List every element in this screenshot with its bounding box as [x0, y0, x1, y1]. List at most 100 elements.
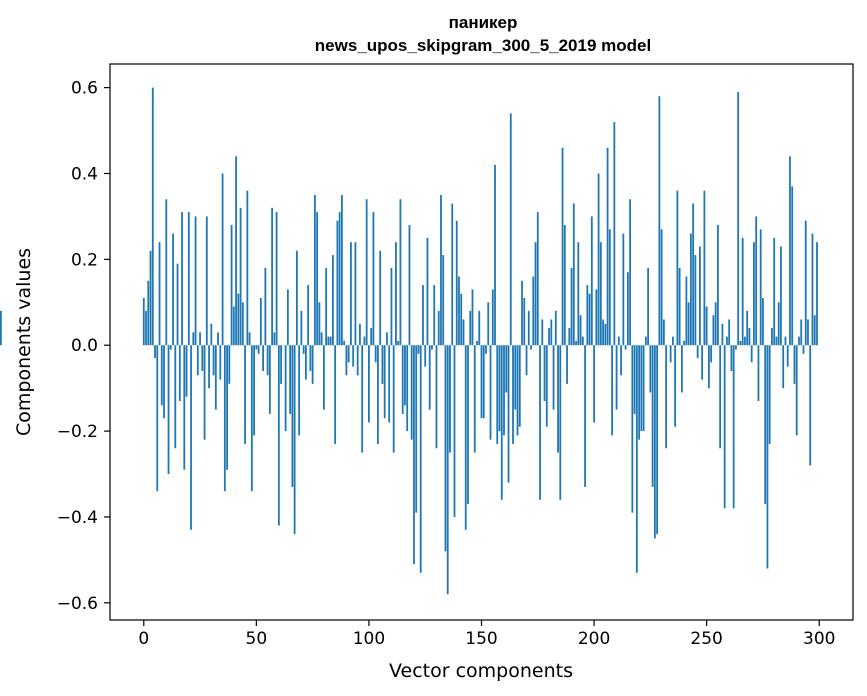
bar-148 — [476, 340, 478, 346]
bar-63 — [284, 345, 287, 432]
bar-70 — [300, 310, 303, 346]
y-axis-label: Components values — [13, 248, 35, 436]
bar-180 — [548, 328, 550, 346]
bar-55 — [266, 345, 269, 376]
bar-114 — [399, 199, 402, 346]
bar-259 — [726, 336, 728, 346]
bar-49 — [253, 345, 255, 436]
bar-295 — [807, 319, 809, 346]
bar-154 — [489, 345, 492, 440]
bar-116 — [404, 345, 406, 406]
bar-149 — [478, 310, 481, 346]
x-tick-label: 150 — [465, 629, 497, 649]
bar-159 — [500, 345, 503, 500]
bar-186 — [561, 147, 564, 346]
bar-167 — [518, 345, 521, 427]
bar-207 — [608, 229, 611, 346]
bar-170 — [525, 345, 528, 376]
bar-82 — [327, 336, 330, 346]
bar-110 — [390, 267, 393, 346]
bar-146 — [471, 289, 474, 346]
bar-279 — [771, 328, 773, 346]
bar-115 — [401, 345, 404, 414]
bar-121 — [415, 345, 418, 513]
bar-57 — [271, 207, 274, 346]
bar-66 — [291, 345, 294, 487]
bar-285 — [784, 336, 787, 346]
bar-225 — [649, 345, 652, 393]
bar-230 — [660, 229, 663, 346]
bar-54 — [264, 267, 267, 346]
bar-269 — [748, 328, 751, 346]
bar-201 — [595, 289, 598, 346]
bar-158 — [498, 345, 501, 432]
bar-61 — [280, 345, 283, 384]
bar-102 — [372, 212, 375, 346]
bar-123 — [419, 345, 422, 573]
bar-206 — [606, 147, 609, 346]
bar-286 — [786, 345, 789, 367]
bar-195 — [581, 336, 584, 346]
bar-151 — [482, 345, 485, 419]
bar-178 — [543, 345, 546, 402]
bar-84 — [332, 255, 334, 346]
bar-74 — [309, 345, 312, 371]
bar-75 — [311, 345, 314, 384]
bar-90 — [345, 345, 348, 376]
bar-190 — [570, 267, 573, 346]
bar-194 — [579, 315, 582, 346]
bar-2 — [147, 280, 150, 346]
bar-266 — [741, 237, 744, 346]
bar-219 — [635, 345, 638, 573]
bar-287 — [789, 156, 791, 346]
bar-275 — [762, 297, 764, 346]
chart-title: паникер — [449, 13, 518, 32]
bar-193 — [577, 242, 580, 346]
bar-32 — [214, 345, 217, 410]
bar-142 — [462, 319, 465, 346]
bar-4 — [151, 87, 154, 346]
bar-215 — [626, 272, 629, 346]
bar-161 — [505, 345, 508, 393]
bar-10 — [165, 199, 168, 346]
bar-288 — [791, 186, 794, 346]
bar-132 — [440, 194, 442, 346]
bar-7 — [158, 242, 161, 346]
bar-47 — [248, 332, 251, 346]
bar-101 — [370, 328, 373, 346]
bar-135 — [446, 345, 449, 595]
bar-147 — [473, 345, 476, 453]
bar-139 — [455, 220, 458, 346]
bar-200 — [593, 345, 595, 423]
bar-103 — [374, 345, 377, 363]
bar-undefined — [0, 310, 2, 346]
bar-229 — [658, 96, 661, 346]
bar-251 — [708, 345, 710, 389]
bar-93 — [352, 345, 355, 367]
bar-37 — [226, 345, 228, 470]
bar-226 — [651, 345, 654, 487]
bar-172 — [530, 345, 532, 350]
bar-297 — [811, 233, 814, 346]
bar-264 — [737, 91, 740, 346]
bar-235 — [671, 336, 674, 346]
bar-27 — [203, 345, 206, 440]
bar-88 — [341, 194, 343, 346]
bar-58 — [273, 332, 276, 346]
bar-163 — [509, 113, 512, 346]
x-axis-label: Vector components — [389, 660, 573, 682]
bar-237 — [676, 190, 679, 346]
bar-118 — [408, 225, 411, 346]
bar-100 — [368, 345, 370, 423]
bar-79 — [320, 332, 323, 346]
bar-274 — [759, 229, 762, 346]
bar-14 — [174, 345, 177, 449]
bar-183 — [554, 310, 557, 346]
bar-109 — [388, 345, 391, 423]
bar-253 — [712, 315, 715, 346]
bar-162 — [507, 345, 510, 483]
bar-36 — [223, 345, 226, 492]
bar-179 — [545, 345, 548, 427]
bar-209 — [613, 121, 616, 346]
bar-26 — [201, 345, 204, 371]
